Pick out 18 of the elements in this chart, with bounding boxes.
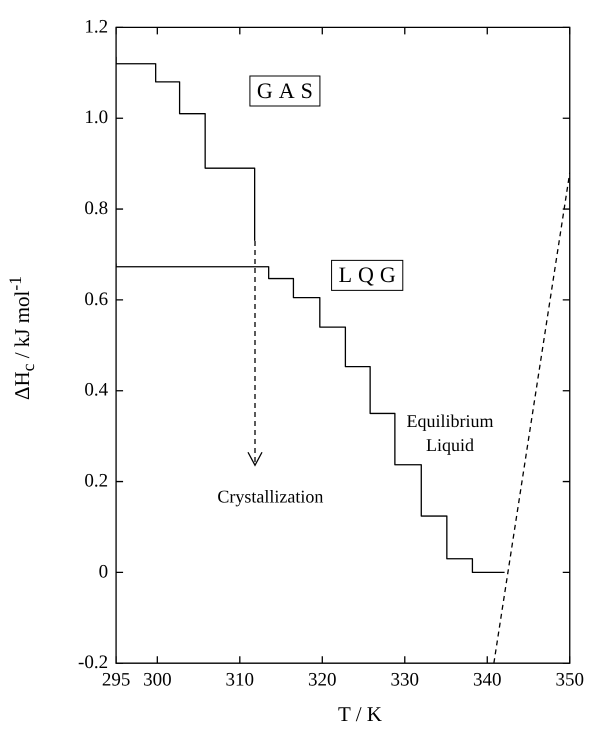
annotation: Crystallization: [217, 486, 324, 507]
x-tick-label: 340: [473, 670, 502, 691]
x-axis-title: T / K: [338, 702, 382, 727]
x-tick-label: 320: [308, 670, 337, 691]
annotation: Equilibrium Liquid: [406, 411, 494, 456]
x-tick-label: 330: [390, 670, 420, 691]
x-tick-label: 300: [143, 670, 172, 691]
y-tick-label: 0.8: [84, 198, 108, 220]
x-tick-label: 310: [226, 670, 254, 691]
y-tick-label: 1.2: [84, 16, 108, 38]
y-tick-label: 0: [98, 561, 108, 582]
text: GAS: [256, 78, 319, 103]
x-tick-label: 350: [556, 670, 584, 691]
y-tick-label: 1.0: [84, 107, 108, 128]
series-label: LQG: [338, 262, 402, 288]
y-tick-label: 0.6: [84, 288, 108, 310]
y-tick-label: 0.4: [84, 380, 109, 401]
y-tick-label: 0.2: [84, 470, 108, 492]
